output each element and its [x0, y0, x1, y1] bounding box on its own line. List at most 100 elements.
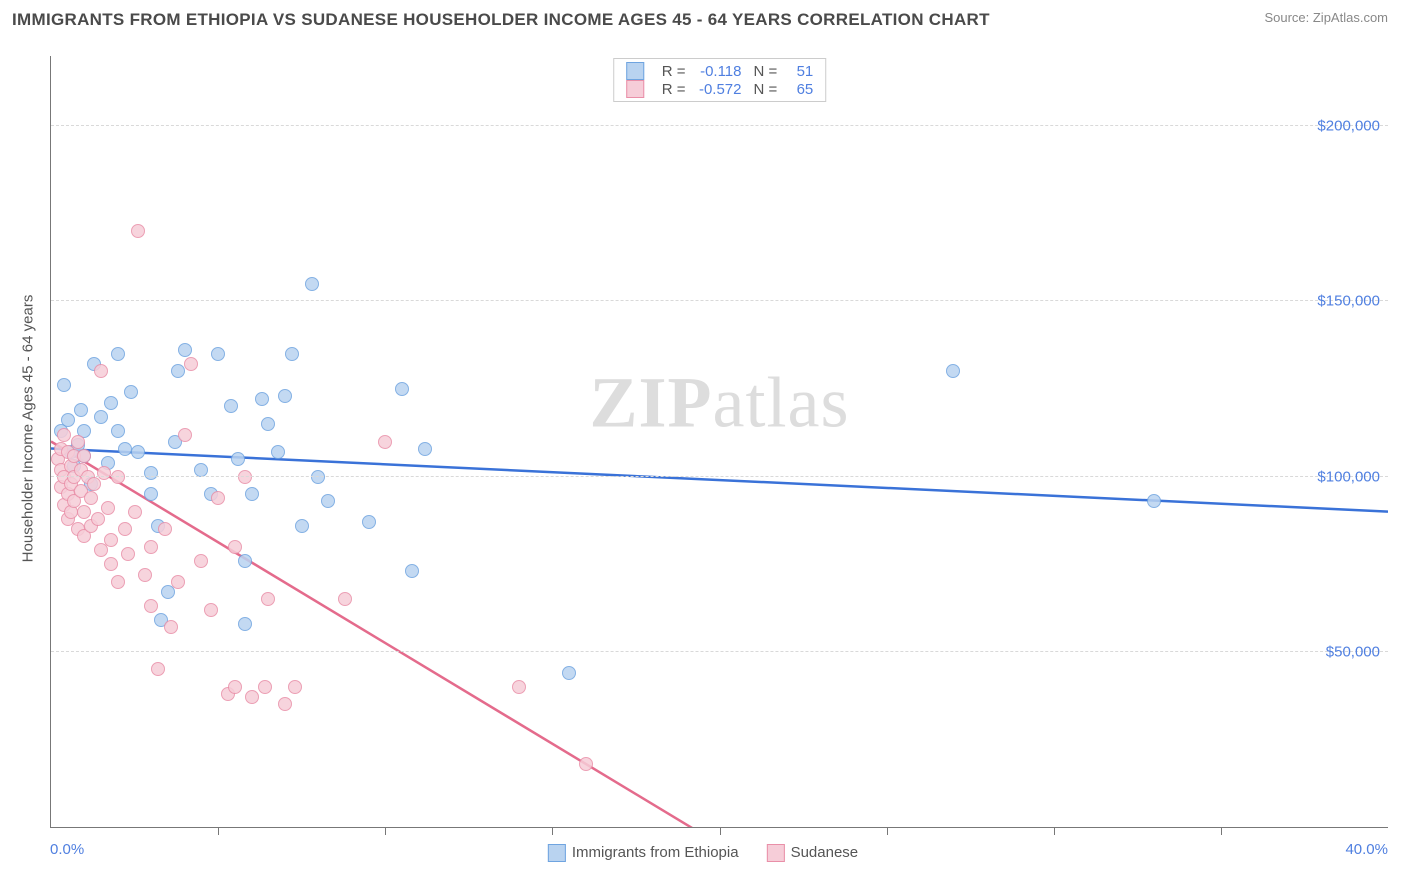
data-point [238, 554, 252, 568]
data-point [278, 389, 292, 403]
source-attribution: Source: ZipAtlas.com [1264, 10, 1388, 25]
data-point [144, 540, 158, 554]
series-legend: Immigrants from Ethiopia Sudanese [548, 844, 858, 862]
data-point [178, 343, 192, 357]
data-point [261, 417, 275, 431]
data-point [579, 757, 593, 771]
data-point [305, 277, 319, 291]
legend-swatch [767, 844, 785, 862]
legend-swatch [626, 62, 644, 80]
legend-n-value: 65 [783, 81, 813, 98]
data-point [111, 470, 125, 484]
x-tick [385, 827, 386, 835]
data-point [131, 445, 145, 459]
y-axis-label: Householder Income Ages 45 - 64 years [20, 295, 37, 563]
grid-line [51, 300, 1388, 301]
data-point [255, 392, 269, 406]
y-tick-label: $200,000 [1317, 118, 1380, 135]
data-point [104, 557, 118, 571]
data-point [121, 547, 135, 561]
data-point [238, 470, 252, 484]
y-tick-label: $150,000 [1317, 293, 1380, 310]
chart-title: IMMIGRANTS FROM ETHIOPIA VS SUDANESE HOU… [12, 10, 990, 30]
data-point [124, 385, 138, 399]
data-point [111, 575, 125, 589]
data-point [57, 378, 71, 392]
data-point [144, 599, 158, 613]
data-point [228, 680, 242, 694]
data-point [321, 494, 335, 508]
legend-r-value: -0.118 [692, 63, 742, 80]
y-tick-label: $100,000 [1317, 468, 1380, 485]
legend-row: R =-0.118N =51 [626, 62, 814, 80]
data-point [128, 505, 142, 519]
legend-item: Immigrants from Ethiopia [548, 844, 739, 862]
legend-r-value: -0.572 [692, 81, 742, 98]
data-point [94, 364, 108, 378]
data-point [418, 442, 432, 456]
data-point [94, 410, 108, 424]
data-point [118, 442, 132, 456]
data-point [158, 522, 172, 536]
data-point [194, 554, 208, 568]
data-point [77, 449, 91, 463]
data-point [178, 428, 192, 442]
legend-swatch [548, 844, 566, 862]
data-point [512, 680, 526, 694]
data-point [245, 487, 259, 501]
data-point [77, 505, 91, 519]
legend-item: Sudanese [767, 844, 859, 862]
data-point [258, 680, 272, 694]
data-point [946, 364, 960, 378]
data-point [211, 347, 225, 361]
legend-r-label: R = [662, 81, 686, 98]
chart-plot-area: ZIPatlas R =-0.118N =51R =-0.572N =65 $5… [50, 56, 1388, 828]
correlation-legend: R =-0.118N =51R = -0.572 N = 65 [613, 58, 827, 102]
x-tick [887, 827, 888, 835]
data-point [224, 399, 238, 413]
grid-line [51, 476, 1388, 477]
data-point [271, 445, 285, 459]
data-point [118, 522, 132, 536]
data-point [405, 564, 419, 578]
x-axis-min-label: 0.0% [50, 841, 84, 858]
data-point [144, 487, 158, 501]
data-point [111, 424, 125, 438]
x-tick [1054, 827, 1055, 835]
legend-series-name: Sudanese [791, 844, 859, 861]
data-point [288, 680, 302, 694]
x-tick [1221, 827, 1222, 835]
data-point [104, 533, 118, 547]
legend-row: R = -0.572 N = 65 [626, 80, 814, 98]
data-point [295, 519, 309, 533]
data-point [194, 463, 208, 477]
data-point [204, 603, 218, 617]
data-point [144, 466, 158, 480]
legend-n-label: N = [754, 81, 778, 98]
data-point [111, 347, 125, 361]
data-point [245, 690, 259, 704]
x-tick [218, 827, 219, 835]
data-point [395, 382, 409, 396]
data-point [311, 470, 325, 484]
data-point [231, 452, 245, 466]
legend-n-value: 51 [783, 63, 813, 80]
data-point [131, 224, 145, 238]
data-point [101, 501, 115, 515]
legend-series-name: Immigrants from Ethiopia [572, 844, 739, 861]
grid-line [51, 125, 1388, 126]
data-point [1147, 494, 1161, 508]
data-point [61, 413, 75, 427]
data-point [57, 428, 71, 442]
data-point [562, 666, 576, 680]
data-point [171, 575, 185, 589]
data-point [84, 491, 98, 505]
data-point [97, 466, 111, 480]
data-point [138, 568, 152, 582]
x-tick [720, 827, 721, 835]
legend-swatch [626, 80, 644, 98]
data-point [151, 662, 165, 676]
data-point [74, 403, 88, 417]
data-point [338, 592, 352, 606]
data-point [104, 396, 118, 410]
